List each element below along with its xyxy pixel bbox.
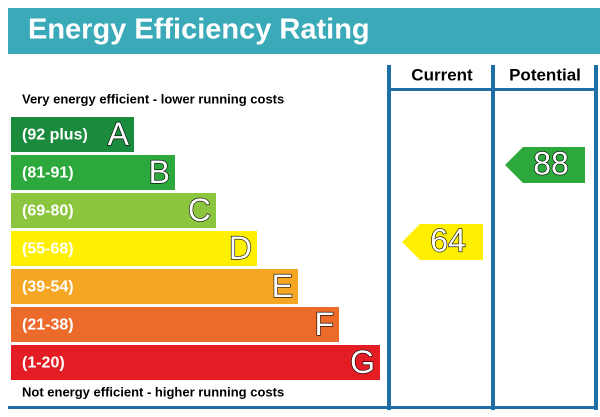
column-header: Potential <box>509 65 581 84</box>
bottom-note: Not energy efficient - higher running co… <box>22 384 284 399</box>
top-note: Very energy efficient - lower running co… <box>22 91 284 106</box>
band-letter: E <box>272 268 293 304</box>
current-arrow: 64 <box>402 222 483 260</box>
potential-value: 88 <box>533 145 569 181</box>
band-letter: C <box>188 192 211 228</box>
band-bar <box>11 307 339 342</box>
band-letter: F <box>314 306 334 342</box>
band-range: (39-54) <box>22 279 74 296</box>
band-letter: B <box>149 154 170 190</box>
column-header: Current <box>411 65 473 84</box>
title: Energy Efficiency Rating <box>28 14 370 46</box>
band-bar <box>11 117 134 152</box>
band-bar <box>11 269 298 304</box>
bands: (92 plus) A (81-91) B (69-80) C (55-68) D (39-54… <box>11 115 380 381</box>
band-letter: G <box>350 344 375 380</box>
frame <box>8 65 598 410</box>
band-range: (1-20) <box>22 355 65 372</box>
title-bar <box>8 8 600 54</box>
band-bar <box>11 193 216 228</box>
band-range: (55-68) <box>22 241 74 258</box>
band-bar <box>11 345 380 380</box>
band-bar <box>11 155 175 190</box>
band-bar <box>11 231 257 266</box>
arrow <box>402 224 483 260</box>
current-value: 64 <box>430 222 466 258</box>
band-range: (21-38) <box>22 317 74 334</box>
band-range: (81-91) <box>22 165 74 182</box>
arrow <box>505 147 585 183</box>
potential-arrow: 88 <box>505 145 585 183</box>
band-range: (69-80) <box>22 203 74 220</box>
band-letter: D <box>229 230 252 266</box>
band-letter: A <box>108 116 130 152</box>
band-range: (92 plus) <box>22 127 88 144</box>
